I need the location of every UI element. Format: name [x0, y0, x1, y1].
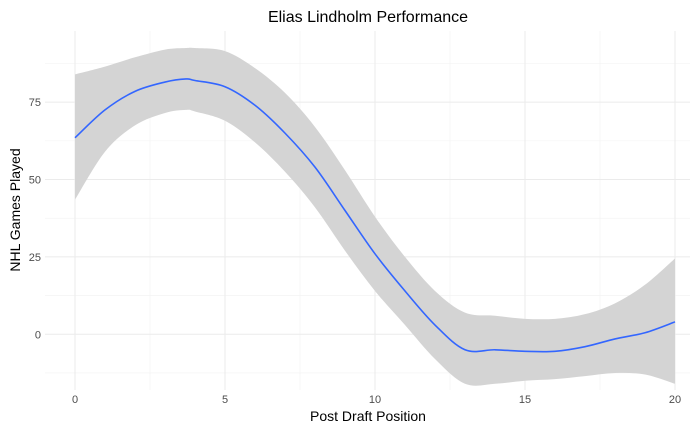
x-tick-label: 15 — [519, 394, 531, 406]
y-axis-title: NHL Games Played — [7, 148, 23, 271]
y-tick-label: 25 — [29, 252, 41, 264]
y-tick-label: 0 — [35, 329, 41, 341]
x-tick-label: 10 — [369, 394, 381, 406]
chart-title: Elias Lindholm Performance — [268, 9, 468, 26]
y-tick-label: 50 — [29, 175, 41, 187]
smooth-line — [74, 78, 676, 353]
y-axis-ticks: 0 25 50 75 — [29, 97, 41, 341]
y-tick-label: 75 — [29, 97, 41, 109]
x-axis-ticks: 0 5 10 15 20 — [72, 394, 681, 406]
confidence-band — [75, 47, 675, 386]
x-tick-label: 20 — [669, 394, 681, 406]
x-tick-label: 0 — [72, 394, 78, 406]
x-tick-label: 5 — [222, 394, 228, 406]
x-axis-title: Post Draft Position — [310, 408, 426, 424]
plot-area — [74, 47, 676, 386]
